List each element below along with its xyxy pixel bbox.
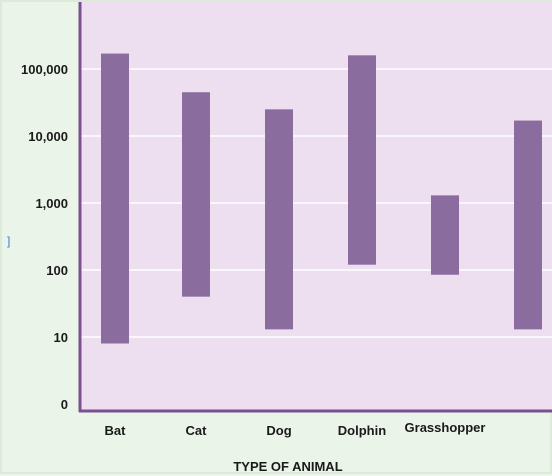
x-axis-title: TYPE OF ANIMAL	[233, 459, 342, 474]
y-tick-labels: 0 10 100 1,000 10,000 100,000	[21, 62, 68, 412]
y-tick-label: 10,000	[28, 129, 68, 144]
range-bar	[182, 92, 210, 297]
range-bar	[431, 195, 459, 275]
x-tick-label: Dog	[266, 423, 291, 438]
side-bracket-marker: ]	[7, 234, 10, 248]
x-tick-label: Grasshopper	[405, 420, 486, 435]
x-tick-label: Dolphin	[338, 423, 386, 438]
x-tick-label: Cat	[186, 423, 208, 438]
x-tick-label: Bat	[105, 423, 127, 438]
bars	[101, 53, 542, 344]
y-tick-label: 10	[54, 330, 68, 345]
y-tick-label: 100	[46, 263, 68, 278]
range-bar	[265, 109, 293, 330]
gridlines	[80, 68, 552, 338]
y-tick-label: 0	[61, 397, 68, 412]
range-bar	[514, 120, 542, 330]
range-bar	[101, 53, 129, 344]
x-tick-labels: Bat Cat Dog Dolphin Grasshopper	[105, 420, 486, 438]
plot-area	[80, 2, 552, 410]
y-tick-label: 100,000	[21, 62, 68, 77]
y-tick-label: 1,000	[35, 196, 68, 211]
range-bar	[348, 55, 376, 265]
